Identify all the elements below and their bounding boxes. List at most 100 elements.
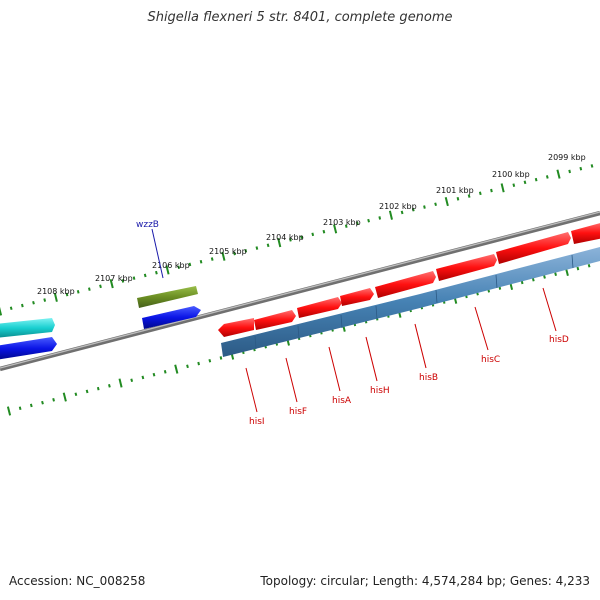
minor-tick <box>96 386 100 391</box>
minor-tick <box>579 166 583 171</box>
minor-tick <box>21 303 24 308</box>
minor-tick <box>197 361 200 366</box>
gene-blue-wzzB[interactable] <box>142 306 201 329</box>
minor-tick <box>65 292 69 297</box>
gene-label-hisB: hisB <box>419 373 438 383</box>
scale-label-2100: 2100 kbp <box>492 170 530 179</box>
minor-tick <box>411 207 415 212</box>
gene-track-steelblue[interactable] <box>221 246 600 357</box>
gene-red-5[interactable] <box>375 271 436 298</box>
gene-red-1[interactable] <box>218 318 254 337</box>
minor-tick <box>456 196 460 201</box>
gene-blue-left[interactable] <box>0 337 57 360</box>
minor-tick <box>478 191 482 196</box>
minor-tick <box>531 277 535 282</box>
scale-label-2103: 2103 kbp <box>323 218 361 227</box>
minor-tick <box>300 235 303 239</box>
minor-tick <box>322 229 326 234</box>
minor-tick <box>99 284 102 289</box>
major-tick <box>109 279 114 289</box>
minor-tick <box>210 257 214 261</box>
minor-tick <box>199 259 203 264</box>
minor-tick <box>32 300 35 305</box>
minor-tick <box>244 248 248 253</box>
minor-tick <box>311 232 315 237</box>
accession-text: Accession: NC_008258 <box>9 574 146 588</box>
minor-tick <box>108 384 111 388</box>
scale-label-2105: 2105 kbp <box>209 247 247 256</box>
gene-label-hisD: hisD <box>549 335 569 345</box>
minor-tick <box>152 372 156 377</box>
minor-tick <box>29 403 33 408</box>
gene-label-hisF: hisF <box>289 407 307 417</box>
minor-tick <box>41 400 44 405</box>
minor-tick <box>155 270 158 275</box>
major-tick <box>500 183 505 193</box>
minor-tick <box>88 287 91 291</box>
minor-tick <box>523 180 527 185</box>
minor-tick <box>18 406 22 411</box>
minor-tick <box>233 251 236 256</box>
gene-label-hisC: hisC <box>481 355 500 365</box>
minor-tick <box>490 188 493 193</box>
major-tick <box>165 265 170 275</box>
scale-label-2101: 2101 kbp <box>436 186 474 195</box>
gene-label-hisA: hisA <box>332 396 352 406</box>
minor-tick <box>219 356 223 360</box>
gene-label-hisI: hisI <box>249 417 265 427</box>
scale-label-2108: 2108 kbp <box>37 287 75 296</box>
gene-red-7[interactable] <box>496 232 571 264</box>
minor-tick <box>590 164 594 168</box>
minor-tick <box>534 177 538 182</box>
inner-scale-ticks <box>6 263 591 416</box>
major-tick <box>6 406 12 416</box>
gene-red-3[interactable] <box>297 297 342 318</box>
minor-tick <box>255 246 259 250</box>
gene-red-6[interactable] <box>436 254 497 281</box>
gene-red-4[interactable] <box>340 288 374 306</box>
gene-red-2[interactable] <box>254 310 296 330</box>
minor-tick <box>188 262 192 267</box>
minor-tick <box>367 218 370 223</box>
minor-tick <box>467 194 471 198</box>
major-tick <box>277 237 282 248</box>
major-tick <box>62 392 67 402</box>
minor-tick <box>344 224 348 228</box>
minor-tick <box>132 276 136 280</box>
major-tick <box>444 196 449 207</box>
gene-olive[interactable] <box>137 286 198 308</box>
gene-label-hisH: hisH <box>370 386 390 396</box>
minor-tick <box>141 375 145 380</box>
minor-tick <box>545 175 549 179</box>
minor-tick <box>587 263 591 268</box>
gene-red-8[interactable] <box>571 222 600 244</box>
minor-tick <box>520 280 524 285</box>
minor-tick <box>543 275 546 279</box>
minor-tick <box>568 169 571 174</box>
scale-label-2102: 2102 kbp <box>379 202 417 211</box>
minor-tick <box>163 370 167 374</box>
major-tick <box>221 251 226 261</box>
minor-tick <box>423 205 426 209</box>
minor-tick <box>400 210 404 215</box>
minor-tick <box>512 183 516 187</box>
major-tick <box>0 306 3 316</box>
scale-label-2099: 2099 kbp <box>548 153 586 162</box>
major-tick <box>118 378 123 388</box>
minor-tick <box>74 392 78 397</box>
minor-tick <box>378 216 382 220</box>
minor-tick <box>9 306 13 311</box>
minor-tick <box>554 272 557 276</box>
gene-cyan-left[interactable] <box>0 318 55 338</box>
minor-tick <box>85 389 89 394</box>
major-tick <box>388 210 393 220</box>
minor-tick <box>130 378 134 383</box>
major-tick <box>174 364 179 374</box>
minor-tick <box>43 298 47 302</box>
minor-tick <box>186 364 189 369</box>
minor-tick <box>266 243 270 248</box>
minor-tick <box>121 279 125 283</box>
major-tick <box>53 292 58 302</box>
minor-tick <box>76 290 80 294</box>
